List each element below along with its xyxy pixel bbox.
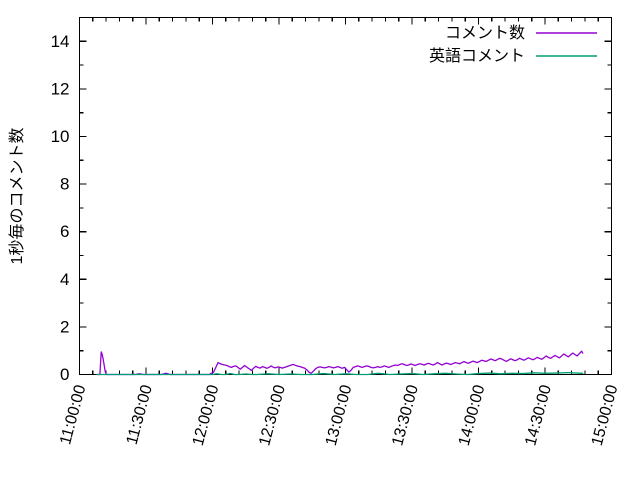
y-axis-tick-labels: 0 2 4 6 8 10 12 14 [51,32,70,384]
y-tick-label: 8 [60,175,69,194]
y-axis-title-text: 1秒毎のコメント数 [8,128,26,265]
y-tick-label: 10 [51,127,70,146]
y-tick-label: 4 [60,270,69,289]
series-lines [96,350,584,376]
series-line-2 [96,371,584,376]
y-axis-ticks [79,40,612,376]
y-tick-label: 0 [60,365,69,384]
x-axis-tick-labels: 11:00:00 11:30:00 12:00:00 12:30:00 13:00:00… [57,383,621,448]
y-tick-label: 12 [51,79,70,98]
legend-label-1: コメント数 [445,24,525,42]
y-tick-label: 6 [60,222,69,241]
legend-label-2: 英語コメント [429,47,525,65]
minor-ticks [79,17,612,375]
y-tick-label: 2 [60,317,69,336]
y-tick-label: 14 [51,32,70,51]
y-axis-title: 1秒毎のコメント数 [8,128,26,265]
